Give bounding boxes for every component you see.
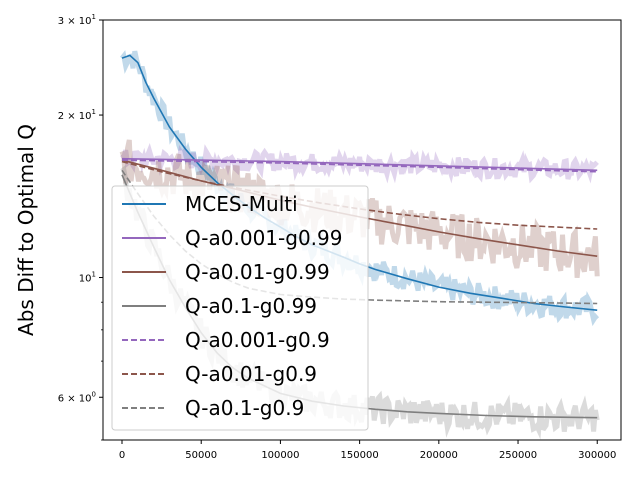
x-tick-label: 50000 bbox=[185, 450, 217, 461]
legend-frame bbox=[111, 185, 369, 431]
series-line-q-a0-001-g0-9 bbox=[121, 159, 598, 173]
legend: MCES-Multi Q-a0.001-g0.99 Q-a0.01-g0.99 Q-a… bbox=[111, 185, 369, 431]
legend-label-q-a0-1-g0-99: Q-a0.1-g0.99 bbox=[185, 294, 317, 318]
x-tick-label: 250000 bbox=[499, 450, 537, 461]
legend-label-q-a0-01-g0-99: Q-a0.01-g0.99 bbox=[185, 260, 330, 284]
series-line-q-a0-01-g0-9 bbox=[121, 160, 598, 230]
series-line-q-a0-001-g0-99 bbox=[121, 157, 598, 172]
legend-label-q-a0-001-g0-9: Q-a0.001-g0.9 bbox=[185, 328, 330, 352]
legend-label-q-a0-01-g0-9: Q-a0.01-g0.9 bbox=[185, 362, 317, 386]
legend-label-mces-multi: MCES-Multi bbox=[185, 192, 298, 216]
x-tick-label: 0 bbox=[119, 450, 125, 461]
y-tick-label: 6 × 100 bbox=[58, 390, 96, 404]
y-tick-label: 2 × 101 bbox=[58, 108, 96, 122]
x-axis: 0 50000 100000 150000 200000 250000 300000 bbox=[119, 440, 616, 461]
legend-label-q-a0-001-g0-99: Q-a0.001-g0.99 bbox=[185, 226, 342, 250]
x-tick-label: 300000 bbox=[578, 450, 616, 461]
x-tick-label: 200000 bbox=[420, 450, 458, 461]
y-axis-label: Abs Diff to Optimal Q bbox=[14, 124, 38, 336]
x-tick-label: 150000 bbox=[341, 450, 379, 461]
legend-label-q-a0-1-g0-9: Q-a0.1-g0.9 bbox=[185, 396, 304, 420]
x-tick-label: 100000 bbox=[261, 450, 299, 461]
plot-frame bbox=[102, 19, 622, 441]
y-tick-label: 3 × 101 bbox=[58, 13, 96, 27]
